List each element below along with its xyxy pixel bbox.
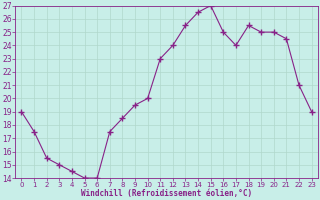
X-axis label: Windchill (Refroidissement éolien,°C): Windchill (Refroidissement éolien,°C) <box>81 189 252 198</box>
